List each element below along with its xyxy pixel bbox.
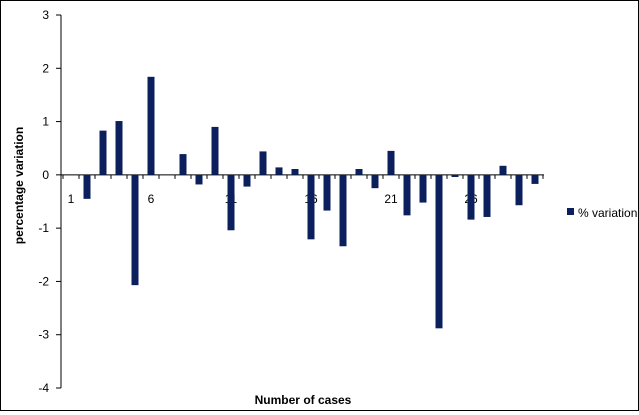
- bar: [387, 150, 395, 175]
- bar: [195, 174, 203, 185]
- bar: [291, 168, 299, 175]
- y-tick-label: -2: [38, 274, 49, 288]
- bar: [483, 174, 491, 217]
- bar: [371, 174, 379, 189]
- y-tick-label: -1: [38, 221, 49, 235]
- bar: [115, 121, 123, 175]
- bar: [259, 151, 267, 175]
- bar: [515, 174, 523, 206]
- bar: [275, 167, 283, 175]
- bar: [323, 174, 331, 211]
- bar: [451, 174, 459, 177]
- bar: [147, 76, 155, 175]
- y-tick-label: 2: [42, 61, 49, 75]
- x-tick-label: 6: [148, 192, 155, 206]
- bar: [403, 174, 411, 216]
- y-tick-label: 0: [42, 168, 49, 182]
- bar: [83, 174, 91, 199]
- bar: [467, 174, 475, 220]
- y-axis: 3 2 1 0 -1 -2 -3 -4: [38, 8, 62, 395]
- y-tick-label: -3: [38, 328, 49, 342]
- bar: [419, 174, 427, 203]
- legend-label: % variation: [578, 206, 637, 220]
- bar: [99, 130, 107, 175]
- y-tick-label: 3: [42, 8, 49, 22]
- legend-swatch: [567, 208, 574, 215]
- bar: [355, 168, 363, 175]
- bar: [243, 174, 251, 187]
- bar: [499, 165, 507, 175]
- x-axis-title: Number of cases: [255, 393, 352, 407]
- bar: [179, 154, 187, 175]
- bar: [211, 126, 219, 175]
- y-axis-title: percentage variation: [12, 127, 26, 244]
- y-tick-label: -4: [38, 381, 49, 395]
- legend: % variation: [567, 206, 637, 220]
- bar: [227, 174, 235, 231]
- x-tick-label: 1: [68, 192, 75, 206]
- bar-series: [83, 76, 539, 329]
- bar: [531, 174, 539, 184]
- bar: [435, 174, 443, 329]
- y-tick-label: 1: [42, 115, 49, 129]
- bar: [339, 174, 347, 247]
- x-tick-label: 21: [384, 192, 398, 206]
- bar: [307, 174, 315, 240]
- bar: [131, 174, 139, 286]
